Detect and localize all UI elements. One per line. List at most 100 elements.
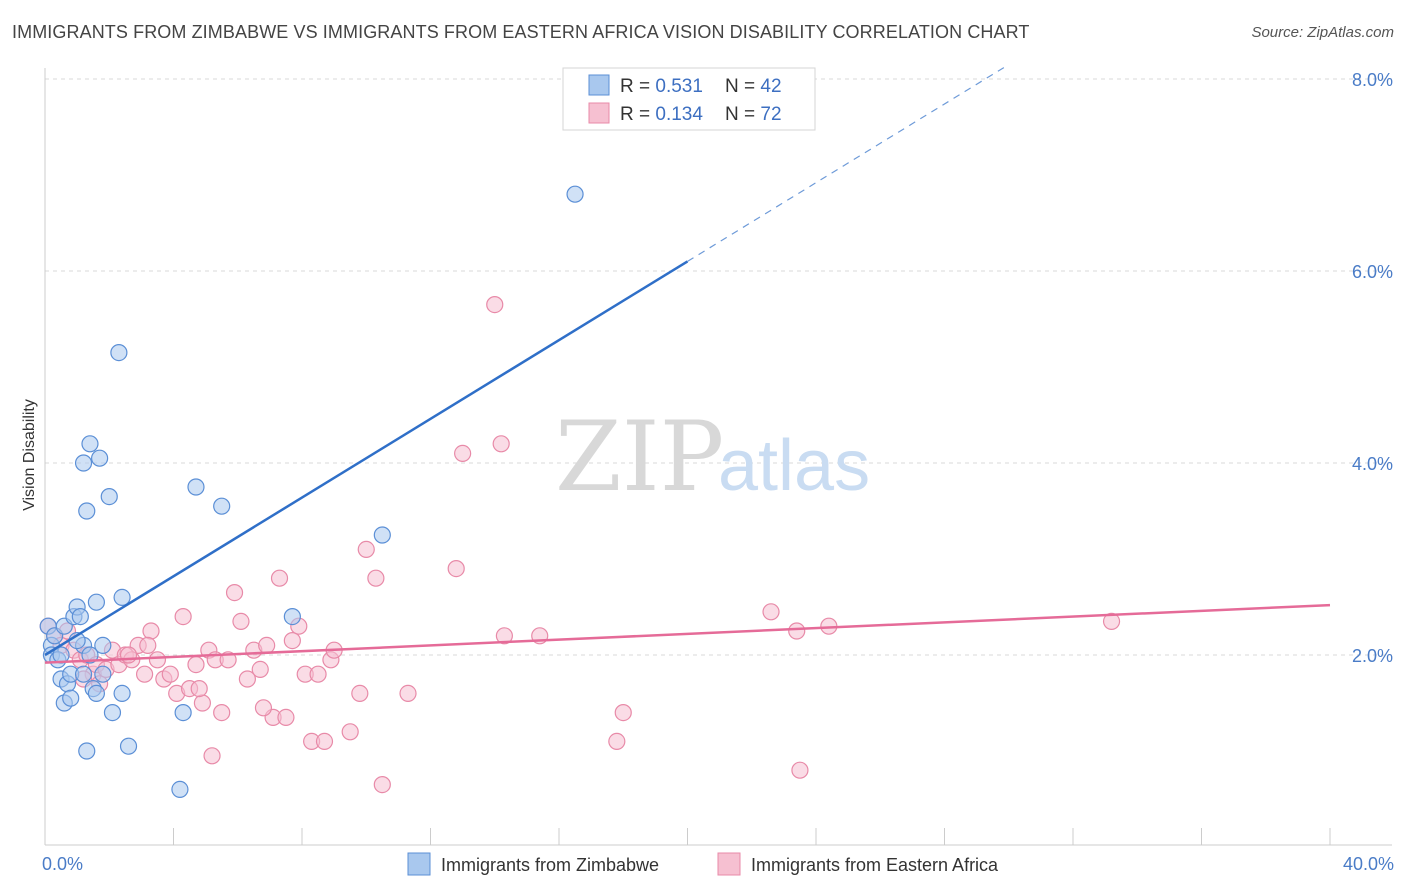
x-tick-labels: 0.0% 40.0% xyxy=(42,854,1394,874)
legend-n-value-eastafrica: 72 xyxy=(760,104,781,125)
point-eastafrica-37 xyxy=(270,569,289,587)
point-eastafrica-66 xyxy=(119,646,138,664)
chart-title: IMMIGRANTS FROM ZIMBABWE VS IMMIGRANTS F… xyxy=(12,22,1030,42)
point-zimbabwe-24 xyxy=(91,449,109,467)
point-eastafrica-20 xyxy=(161,665,179,683)
point-eastafrica-59 xyxy=(614,703,632,722)
point-eastafrica-65 xyxy=(1102,612,1121,631)
point-zimbabwe-37 xyxy=(187,478,205,496)
legend-r-label-zimbabwe: R = xyxy=(620,76,655,97)
point-zimbabwe-40 xyxy=(373,526,391,544)
grid-lines xyxy=(45,78,1392,656)
y-axis-label: Vision Disability xyxy=(21,399,38,511)
trend-lines xyxy=(44,64,1331,664)
chart-source: Source: ZipAtlas.com xyxy=(1251,24,1394,41)
point-eastafrica-53 xyxy=(447,559,465,578)
x-tick-label-0: 0.0% xyxy=(42,854,83,874)
series-swatch-zimbabwe xyxy=(407,852,431,876)
legend-n-label-eastafrica: N = xyxy=(725,104,760,125)
series-label-eastafrica: Immigrants from Eastern Africa xyxy=(751,855,999,875)
point-eastafrica-24 xyxy=(187,655,205,674)
point-zimbabwe-31 xyxy=(113,684,131,703)
point-zimbabwe-30 xyxy=(113,588,131,607)
point-eastafrica-44 xyxy=(315,732,334,751)
point-zimbabwe-39 xyxy=(283,607,301,626)
point-eastafrica-28 xyxy=(213,703,231,722)
legend: R = 0.531 N = 42 R = 0.134 N = 72 xyxy=(562,67,816,131)
point-zimbabwe-32 xyxy=(119,737,138,755)
point-eastafrica-55 xyxy=(486,296,504,314)
point-eastafrica-25 xyxy=(193,694,212,712)
point-zimbabwe-21 xyxy=(94,665,112,683)
axes xyxy=(44,68,1392,846)
point-eastafrica-57 xyxy=(495,627,513,645)
point-eastafrica-38 xyxy=(277,708,295,727)
trend-extension-zimbabwe xyxy=(687,64,1010,262)
trend-line-zimbabwe xyxy=(44,260,689,657)
point-zimbabwe-27 xyxy=(78,502,96,520)
legend-r-value-eastafrica: 0.134 xyxy=(655,104,703,125)
legend-n-eastafrica: N = 72 xyxy=(725,104,782,125)
point-eastafrica-43 xyxy=(309,665,327,683)
point-zimbabwe-25 xyxy=(74,454,93,472)
point-zimbabwe-34 xyxy=(94,636,112,655)
point-zimbabwe-16 xyxy=(74,665,93,683)
point-eastafrica-18 xyxy=(148,651,167,669)
point-eastafrica-61 xyxy=(762,603,780,621)
point-zimbabwe-22 xyxy=(81,435,99,453)
point-zimbabwe-17 xyxy=(81,646,99,664)
y-tick-label-2: 6.0% xyxy=(1352,262,1393,282)
point-eastafrica-56 xyxy=(492,435,510,453)
point-zimbabwe-12 xyxy=(71,607,89,626)
point-eastafrica-51 xyxy=(373,775,391,794)
point-eastafrica-34 xyxy=(251,660,269,679)
legend-row-eastafrica: R = 0.134 xyxy=(620,104,703,125)
point-zimbabwe-28 xyxy=(103,703,122,722)
point-zimbabwe-20 xyxy=(87,684,106,703)
point-eastafrica-60 xyxy=(608,732,626,751)
point-eastafrica-47 xyxy=(341,723,359,741)
trend-line-eastafrica xyxy=(44,603,1331,664)
point-eastafrica-52 xyxy=(399,684,417,703)
point-eastafrica-17 xyxy=(142,622,160,640)
point-zimbabwe-33 xyxy=(87,593,106,611)
legend-n-value-zimbabwe: 42 xyxy=(760,76,781,97)
series-legend: Immigrants from Zimbabwe Immigrants from… xyxy=(407,852,999,876)
watermark-zip: ZIP xyxy=(555,401,724,513)
series-swatch-eastafrica xyxy=(717,852,741,876)
point-eastafrica-48 xyxy=(351,684,369,703)
legend-r-label-eastafrica: R = xyxy=(620,104,655,125)
legend-swatch-zimbabwe xyxy=(588,74,610,96)
point-eastafrica-54 xyxy=(454,444,472,462)
point-eastafrica-35 xyxy=(258,636,276,655)
point-eastafrica-39 xyxy=(283,631,301,650)
point-zimbabwe-14 xyxy=(62,689,80,707)
point-eastafrica-50 xyxy=(367,569,385,587)
point-eastafrica-22 xyxy=(174,607,192,626)
point-zimbabwe-23 xyxy=(78,742,96,760)
point-eastafrica-16 xyxy=(135,665,154,683)
point-eastafrica-68 xyxy=(190,679,208,698)
legend-row-zimbabwe: R = 0.531 xyxy=(620,76,703,97)
y-tick-label-1: 4.0% xyxy=(1352,454,1393,474)
point-zimbabwe-35 xyxy=(174,703,192,722)
x-tick-label-1: 40.0% xyxy=(1343,854,1394,874)
y-tick-label-0: 2.0% xyxy=(1352,646,1393,666)
y-tick-label-3: 8.0% xyxy=(1352,70,1393,90)
legend-r-value-zimbabwe: 0.531 xyxy=(655,76,703,97)
watermark-atlas: atlas xyxy=(718,426,870,506)
point-zimbabwe-29 xyxy=(110,344,128,362)
point-eastafrica-62 xyxy=(788,622,806,640)
point-eastafrica-70 xyxy=(254,699,273,717)
point-eastafrica-49 xyxy=(357,540,375,559)
legend-swatch-eastafrica xyxy=(588,102,610,124)
series-label-zimbabwe: Immigrants from Zimbabwe xyxy=(441,855,659,875)
point-eastafrica-69 xyxy=(203,747,221,765)
point-zimbabwe-41 xyxy=(566,185,584,203)
point-eastafrica-63 xyxy=(791,761,809,779)
point-eastafrica-32 xyxy=(238,670,256,688)
legend-n-zimbabwe: N = 42 xyxy=(725,76,782,97)
point-zimbabwe-36 xyxy=(171,780,189,799)
watermark: ZIP atlas xyxy=(555,401,870,513)
